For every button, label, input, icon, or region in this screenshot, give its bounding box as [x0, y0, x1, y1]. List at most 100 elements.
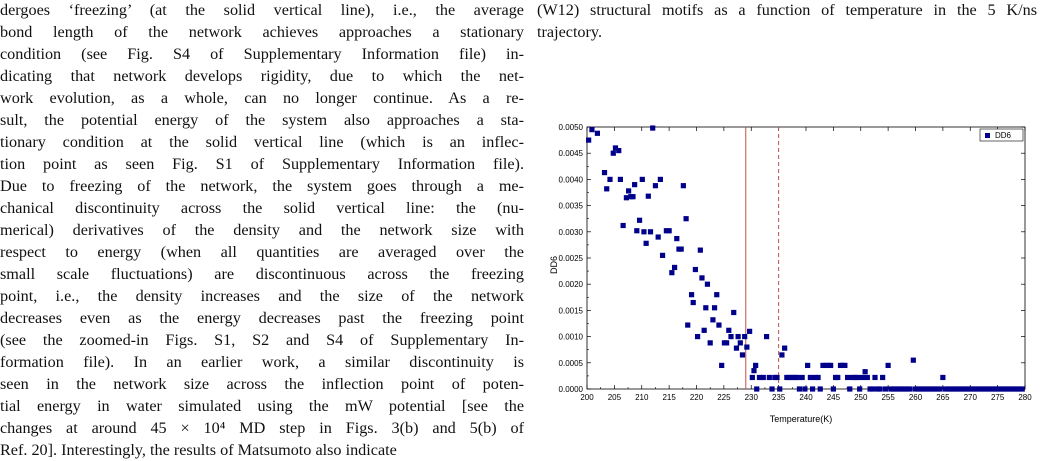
data-point: [802, 386, 808, 392]
data-point: [744, 344, 750, 350]
data-point: [984, 386, 990, 392]
y-tick-label: 0.0040: [559, 175, 584, 184]
data-point: [753, 362, 759, 369]
data-point: [685, 322, 691, 328]
data-point: [847, 386, 853, 392]
data-point: [630, 194, 636, 200]
data-point: [714, 292, 720, 298]
data-point: [735, 334, 741, 340]
data-point: [594, 130, 601, 136]
body-text-line: tionary condition at the solid vertical …: [0, 133, 524, 151]
data-point: [885, 362, 891, 369]
data-point: [766, 374, 772, 381]
y-tick-label: 0.0050: [559, 123, 584, 132]
data-point: [586, 137, 592, 143]
legend-label: DD6: [995, 131, 1012, 140]
data-point: [786, 374, 793, 381]
data-point: [655, 234, 661, 240]
data-point: [799, 374, 805, 381]
x-tick-label: 250: [854, 393, 868, 402]
data-point: [857, 386, 863, 392]
data-point: [1014, 386, 1020, 392]
x-tick-label: 240: [799, 393, 813, 402]
data-point: [749, 374, 755, 381]
data-point: [940, 374, 946, 381]
data-point: [645, 193, 651, 199]
data-point: [880, 374, 886, 381]
data-point: [707, 340, 713, 346]
data-point: [870, 386, 876, 392]
data-point: [659, 252, 666, 258]
data-point: [601, 169, 608, 176]
y-axis-label: DD6: [549, 256, 559, 274]
data-point: [901, 386, 908, 392]
data-point: [782, 345, 788, 351]
data-point: [828, 362, 834, 369]
data-point: [948, 386, 954, 392]
data-point: [690, 299, 696, 306]
data-point: [620, 222, 626, 229]
x-tick-label: 210: [635, 393, 649, 402]
x-tick-label: 200: [580, 393, 594, 402]
data-point: [1000, 386, 1006, 392]
data-point: [923, 386, 930, 392]
data-point: [899, 386, 905, 392]
data-point: [639, 176, 645, 182]
data-point: [992, 386, 998, 392]
body-text-line: formation file). In an earlier work, a s…: [0, 353, 524, 371]
data-point: [809, 386, 816, 392]
data-point: [604, 186, 610, 192]
data-point: [921, 386, 927, 392]
data-point: [934, 386, 940, 392]
body-text-line: tial energy in water simulated using the…: [0, 397, 524, 415]
data-point: [784, 374, 790, 381]
body-text-line: Due to freezing of the network, the syst…: [0, 177, 524, 195]
data-point: [962, 386, 968, 392]
body-text-line: respect to energy (when all quantities a…: [0, 243, 524, 261]
body-text-line: seen in the network size across the infl…: [0, 375, 524, 393]
x-tick-label: 235: [772, 393, 786, 402]
data-point: [652, 183, 659, 189]
data-point: [742, 334, 748, 340]
data-point: [859, 374, 865, 381]
data-point: [779, 352, 785, 358]
data-point: [973, 386, 979, 392]
body-text-line: work evolution, as a whole, can no longe…: [0, 89, 524, 107]
data-point: [701, 327, 707, 333]
y-tick-label: 0.0010: [559, 333, 584, 342]
data-point: [674, 236, 680, 242]
data-point: [641, 229, 647, 235]
data-point: [812, 374, 818, 381]
data-point: [953, 386, 960, 392]
data-point: [907, 386, 913, 392]
y-tick-label: 0.0035: [559, 202, 584, 211]
data-point: [756, 374, 763, 381]
data-point: [769, 386, 775, 392]
data-point: [678, 246, 684, 252]
data-point: [932, 386, 938, 392]
body-text-line: decreases even as the energy decreases p…: [0, 309, 524, 327]
data-point: [716, 322, 722, 328]
data-point: [669, 270, 675, 276]
body-text-line: dicating that network develops rigidity,…: [0, 67, 524, 85]
data-point: [710, 317, 716, 323]
data-point: [643, 240, 649, 246]
body-text-line: dergoes ‘freezing’ (at the solid vertica…: [0, 1, 524, 19]
data-point: [891, 386, 897, 392]
data-point: [854, 374, 861, 381]
data-point: [751, 368, 757, 374]
data-point: [1011, 386, 1017, 392]
body-text-line: Ref. 20]. Interestingly, the results of …: [0, 441, 397, 459]
x-tick-label: 275: [991, 393, 1005, 402]
data-point: [711, 305, 718, 311]
data-point: [683, 216, 689, 222]
data-point: [926, 386, 932, 392]
data-point: [978, 386, 984, 392]
data-point: [616, 147, 622, 154]
data-point: [1005, 386, 1012, 392]
data-point: [789, 374, 795, 381]
data-point: [763, 334, 770, 340]
data-point: [959, 386, 965, 392]
data-point: [777, 386, 783, 392]
data-point: [929, 386, 935, 392]
